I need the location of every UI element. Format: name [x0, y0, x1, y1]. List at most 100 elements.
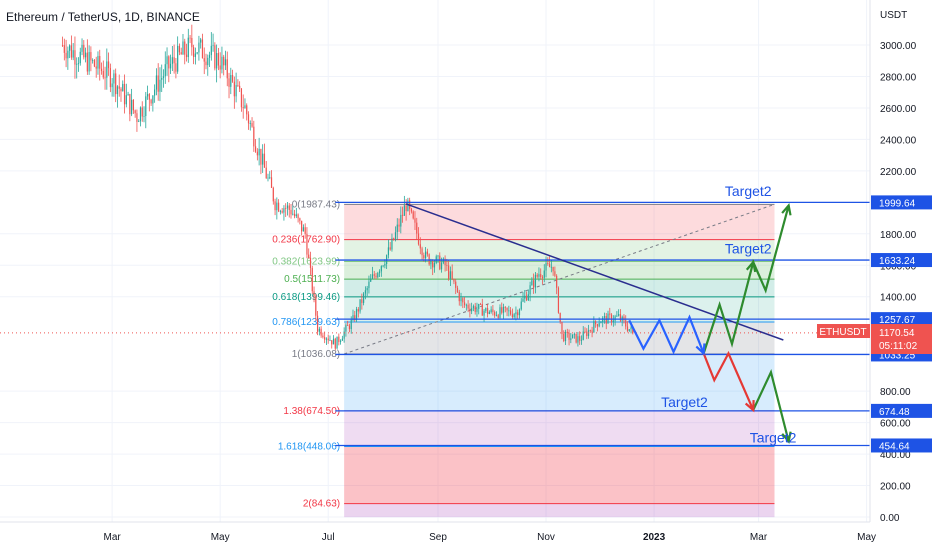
candle-body	[343, 331, 345, 339]
fib-zone	[344, 296, 775, 322]
candle-body	[178, 45, 181, 53]
candle-body	[616, 315, 618, 317]
candle-body	[318, 328, 320, 332]
candle-body	[589, 330, 591, 331]
symbol-tag-bg	[817, 324, 870, 338]
candle-body	[185, 54, 188, 58]
candle-body	[518, 309, 521, 316]
candle-body	[244, 105, 246, 109]
fib-zone	[344, 204, 775, 240]
drawings[interactable]: Target2 Target2 Target2 Target2	[0, 183, 870, 447]
candle-body	[448, 265, 450, 279]
candle-body	[139, 107, 142, 122]
candle-body	[302, 227, 305, 232]
candle-body	[230, 75, 232, 87]
level-label-bg	[871, 438, 932, 453]
candle-body	[270, 177, 273, 188]
candle-body	[396, 224, 398, 233]
candle-body	[242, 107, 244, 109]
bearish-path[interactable]	[702, 350, 755, 411]
candle-body	[198, 42, 200, 53]
candle-body	[430, 261, 432, 265]
time-axis[interactable]: Mar May Jul Sep Nov 2023 Mar May	[104, 532, 877, 543]
candle-body	[575, 333, 577, 343]
candle-body	[437, 255, 439, 257]
candle-body	[219, 65, 221, 70]
candle-body	[63, 45, 65, 53]
candle-body	[281, 211, 283, 213]
candle-body	[426, 251, 428, 255]
candle-body	[306, 233, 308, 255]
candle-body	[444, 258, 446, 266]
candle-body	[320, 328, 322, 336]
candle-body	[456, 287, 459, 292]
range-zigzag-path[interactable]	[628, 314, 705, 355]
candle-body	[485, 308, 487, 311]
candle-body	[598, 323, 600, 327]
symbol-tag: ETHUSDT	[819, 327, 866, 338]
candle-body	[508, 310, 510, 312]
arrowhead-icon	[781, 203, 792, 216]
candle-body	[69, 45, 71, 51]
candle-body	[412, 211, 414, 219]
candle-body	[210, 45, 212, 56]
candle-body	[235, 85, 237, 97]
candle-body	[522, 298, 524, 302]
candle-body	[224, 59, 227, 66]
candle-body	[293, 213, 296, 217]
candle-body	[286, 205, 289, 209]
candle-body	[405, 205, 407, 211]
candle-body	[246, 105, 248, 115]
fib-zone	[344, 321, 775, 354]
candle-body	[439, 255, 441, 270]
price-tick-label: 200.00	[880, 482, 911, 493]
candle-body	[288, 205, 290, 210]
candle-body	[403, 205, 405, 216]
candle-body	[301, 220, 303, 232]
current-price-tag: ETHUSDT 1170.54 05:11:02	[817, 324, 932, 354]
candle-body	[632, 327, 634, 333]
candle-body	[201, 39, 204, 59]
candle-body	[446, 265, 448, 266]
bullish-path[interactable]	[702, 205, 790, 354]
candle-body	[577, 336, 579, 343]
candle-body	[332, 338, 335, 345]
level-label-bg	[871, 195, 932, 210]
price-tick-label: 1400.00	[880, 293, 917, 304]
candle-body	[368, 281, 370, 289]
candle-body	[297, 214, 299, 219]
candle-body	[341, 338, 343, 341]
candle-body	[336, 336, 338, 349]
candle-body	[554, 271, 556, 276]
candle-body	[313, 291, 315, 297]
candle-body	[373, 274, 375, 276]
level-label-bg	[871, 312, 932, 327]
candle-body	[517, 312, 519, 316]
candle-body	[478, 304, 480, 309]
candle-body	[625, 320, 627, 327]
candle-body	[100, 68, 103, 71]
candle-body	[432, 261, 434, 268]
candle-body	[272, 187, 274, 202]
candle-body	[600, 322, 602, 324]
symbol-title: Ethereum / TetherUS, 1D, BINANCE	[6, 10, 200, 24]
candle-body	[324, 337, 326, 340]
candle-body	[122, 83, 124, 92]
candle-body	[548, 263, 551, 268]
candle-body	[283, 208, 285, 213]
fib-level-label: 1.618(448.06)	[278, 441, 340, 452]
bullish-path-low[interactable]	[752, 369, 790, 442]
candle-body	[460, 298, 462, 302]
candle-body	[106, 61, 108, 78]
candle-body	[513, 314, 515, 318]
candle-body	[433, 263, 436, 268]
candle-body	[168, 56, 170, 69]
time-tick-label: Mar	[750, 532, 768, 543]
descending-trendline[interactable]	[405, 203, 784, 341]
candle-body	[593, 321, 595, 333]
candle-body	[118, 86, 120, 89]
candle-body	[602, 317, 604, 323]
candle-body	[499, 307, 501, 318]
